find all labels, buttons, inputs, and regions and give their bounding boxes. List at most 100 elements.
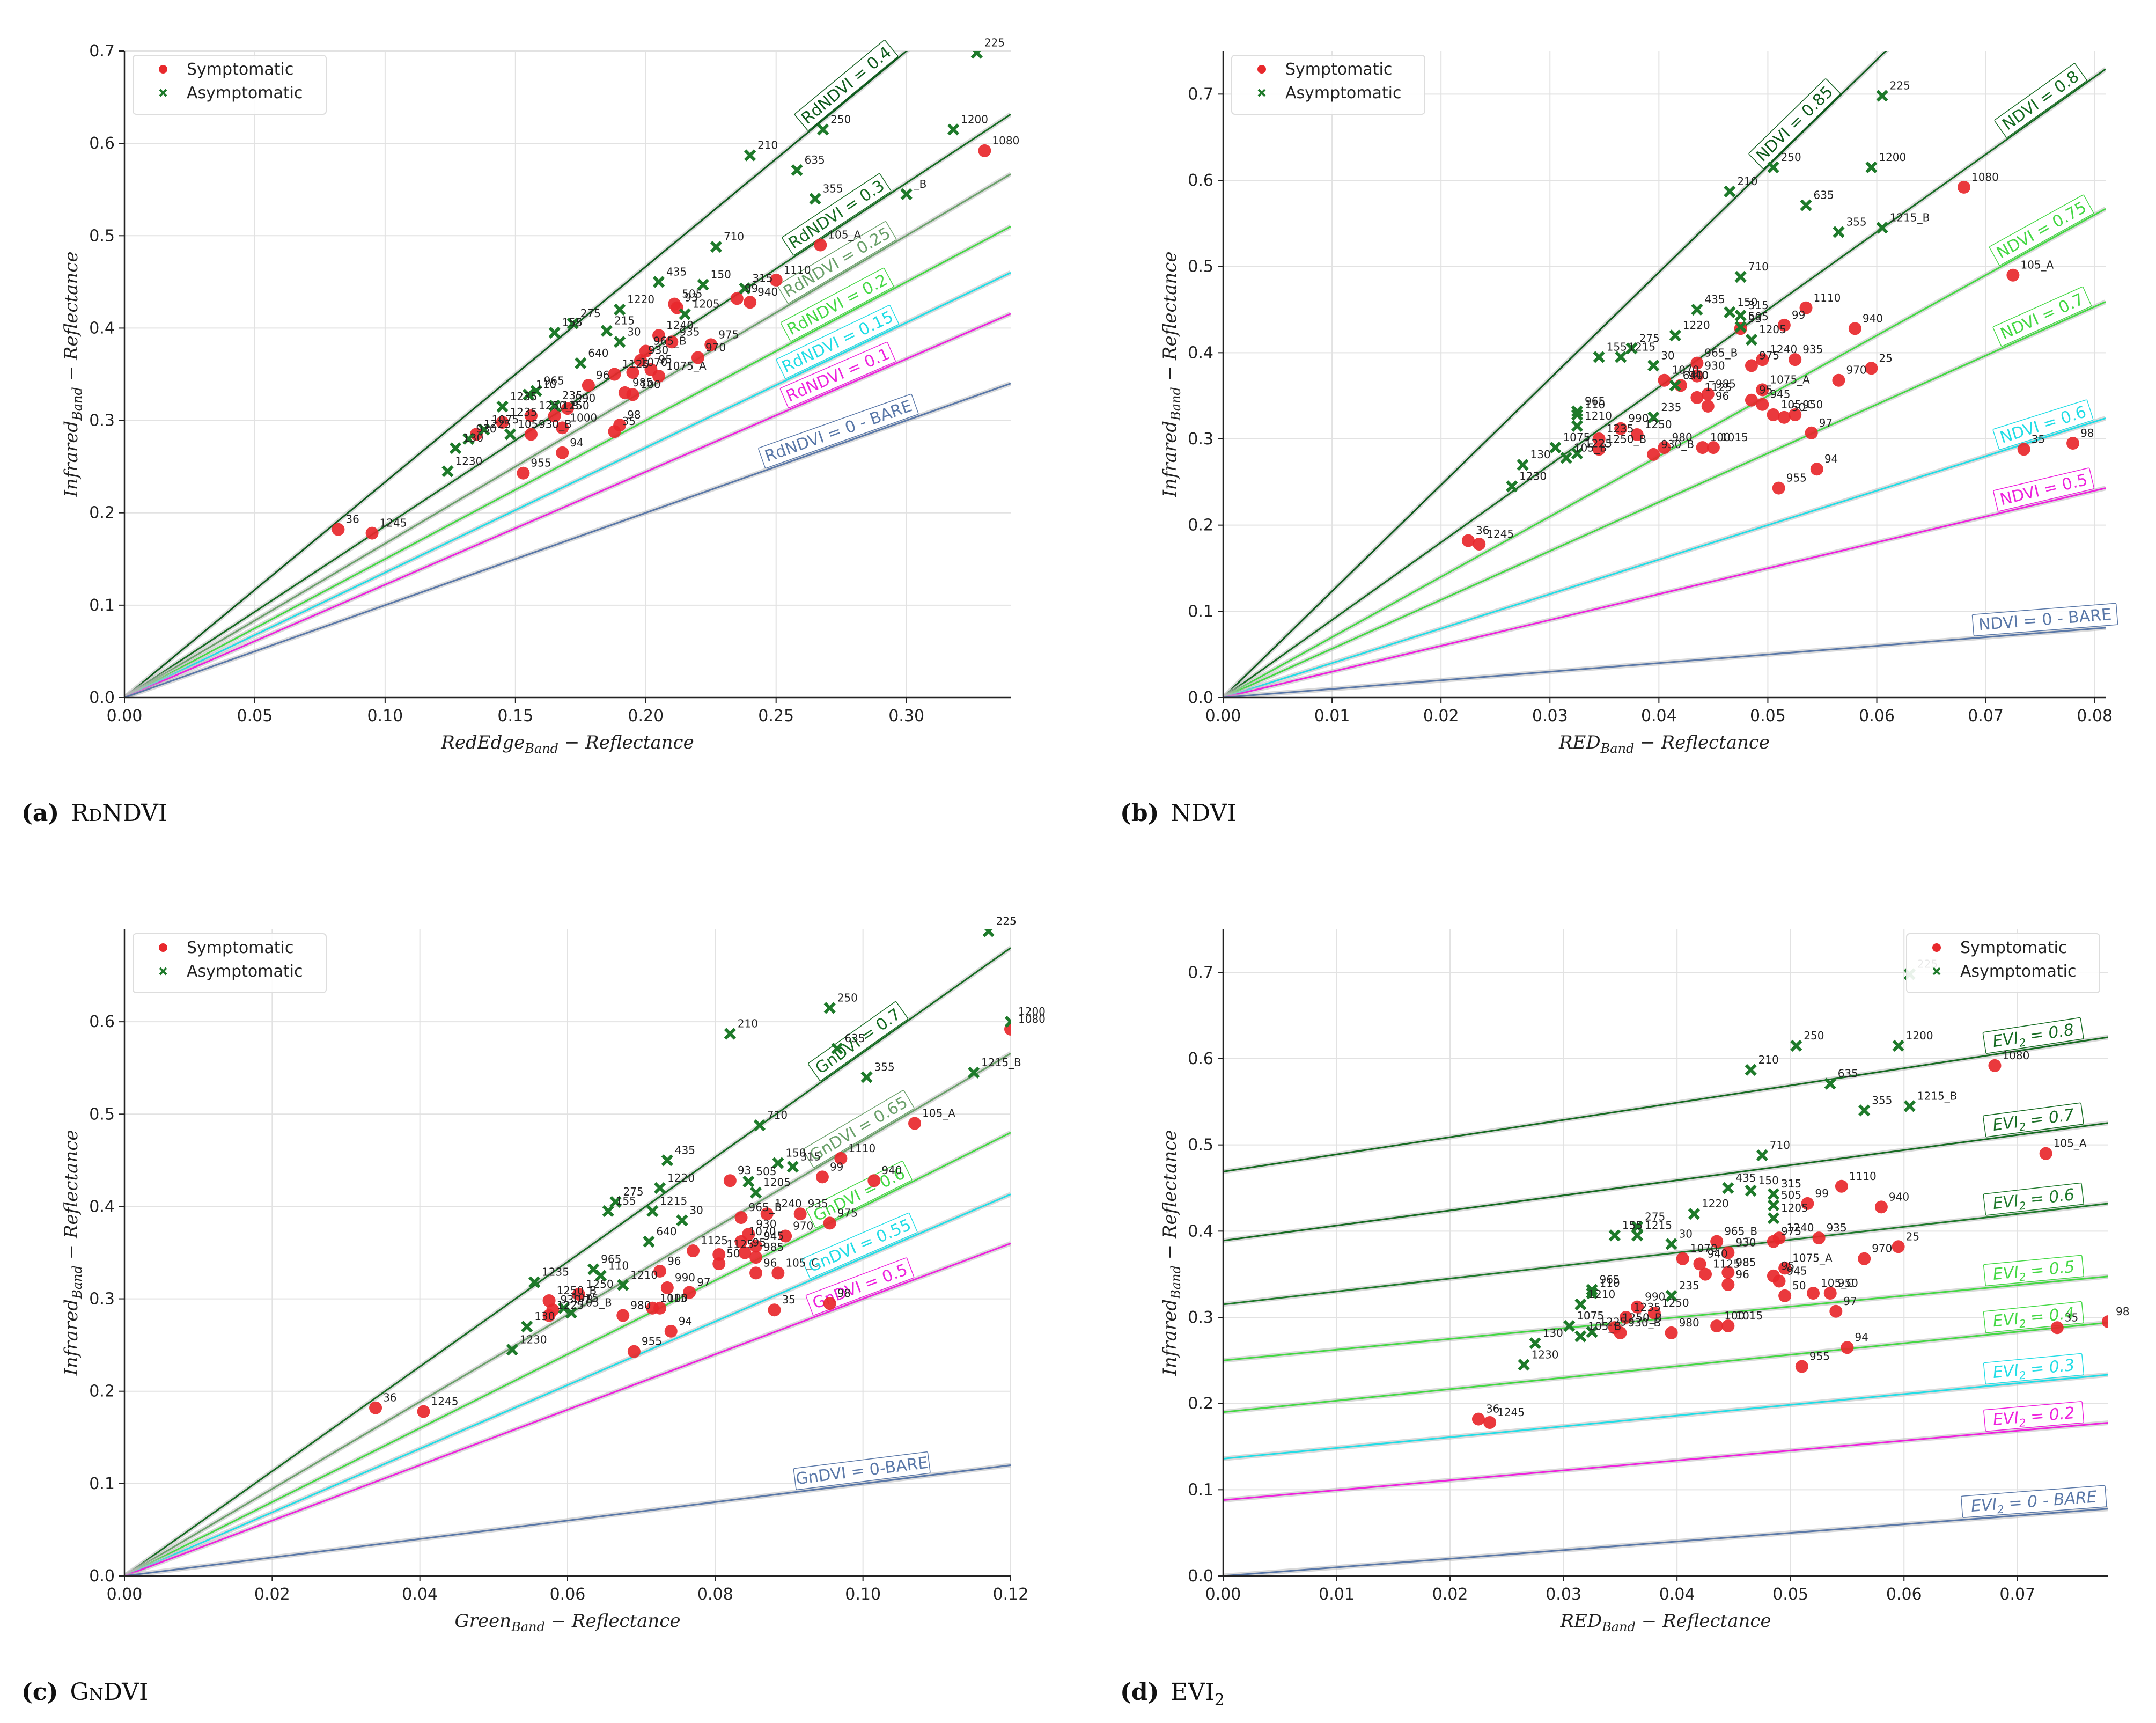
y-tick-label: 0.2 [1188, 1395, 1213, 1413]
x-tick-label: 0.01 [1319, 1585, 1355, 1604]
index-line-label-box [1992, 286, 2092, 347]
asymptomatic-point [1586, 1284, 1598, 1296]
symptomatic-point [1988, 1059, 2002, 1072]
point-label: 275 [623, 1185, 643, 1198]
point-label: 1220 [1683, 319, 1710, 332]
point-label: 955 [1786, 472, 1807, 485]
point-label: 36 [345, 513, 359, 526]
symptomatic-point [712, 1248, 726, 1261]
point-label: 1015 [1735, 1309, 1763, 1322]
index-line-label-text: EVI2 = 0.5 [1992, 1258, 2076, 1286]
point-label: 990 [575, 392, 595, 405]
index-line-label-text: NDVI = 0.8 [1999, 67, 2083, 134]
point-label: 1125 [1704, 381, 1732, 394]
point-label: 36 [383, 1391, 396, 1404]
point-label: 215 [614, 314, 635, 327]
asymptomatic-point [1647, 360, 1660, 372]
asymptomatic-point [1722, 1182, 1734, 1194]
symptomatic-point [417, 1405, 430, 1418]
legend-symptomatic-marker [159, 65, 167, 74]
point-label: 1075 [492, 413, 519, 426]
asymptomatic-point [817, 123, 829, 136]
point-label: 110 [536, 378, 556, 391]
point-label: 930 [1704, 360, 1725, 372]
point-label: 940 [1889, 1190, 1909, 1203]
point-label: 1240 [666, 319, 694, 332]
y-axis-label: InfraredBand − Reflectance [61, 1130, 85, 1376]
point-label: 1210 [1588, 1288, 1615, 1301]
tick-labels: 0.00 0.01 0.02 0.03 0.04 0.05 0.06 0.07 0.0 0.1 0.… [1188, 963, 2035, 1604]
symptomatic-point [1721, 1246, 1735, 1259]
point-label: 96 [1716, 390, 1729, 402]
point-label: 935 [679, 325, 700, 338]
symptomatic-point [1706, 441, 1720, 454]
point-label: 250 [1804, 1029, 1824, 1042]
asymptomatic-point [602, 1205, 614, 1218]
asymptomatic-point [1004, 1016, 1011, 1028]
index-line-0 [124, 51, 908, 698]
point-label: 99 [830, 1160, 843, 1173]
index-line-label-5: EVI2 = 0.3 [1983, 1353, 2085, 1385]
legend-label: Symptomatic [187, 60, 293, 79]
point-label: 98 [2116, 1305, 2129, 1318]
index-line-label-box [794, 40, 899, 131]
asymptomatic-point [1665, 1289, 1677, 1302]
y-tick-label: 0.6 [89, 1013, 115, 1031]
point-label: 50 [1792, 1279, 1806, 1292]
symptomatic-point [369, 1401, 382, 1414]
symptomatic-point [572, 1287, 585, 1301]
point-label: 1235 [542, 1266, 569, 1279]
symptomatic-point [2050, 1321, 2064, 1335]
tick-labels: 0.00 0.02 0.04 0.06 0.08 0.10 0.12 0.0 0.1 0.2 0.3… [89, 1013, 1028, 1604]
asymptomatic-point [1593, 351, 1605, 363]
legend-asymptomatic-marker [1257, 89, 1266, 97]
index-line-label-box [776, 305, 899, 379]
symptomatic-point [1829, 1304, 1843, 1318]
symptomatic-point [1721, 1319, 1735, 1333]
asymptomatic-point [1691, 303, 1703, 316]
symptomatic-point [749, 1266, 763, 1280]
symptomatic-point [815, 1170, 829, 1184]
symptomatic-point [608, 425, 621, 438]
symptomatic-point [1756, 383, 1769, 397]
asymptomatic-point [860, 1071, 873, 1083]
point-label: 930_B [539, 417, 572, 430]
asymptomatic-point [1800, 199, 1812, 211]
point-label: 93 [738, 1164, 751, 1177]
point-label: 940 [1707, 1247, 1727, 1260]
asymptomatic-point [1631, 1229, 1644, 1242]
symptomatic-point [749, 1240, 763, 1253]
point-label: 95 [1759, 384, 1772, 397]
asymptomatic-point [609, 1196, 622, 1208]
symptomatic-point [542, 1309, 556, 1322]
point-label: 97 [1843, 1295, 1857, 1308]
y-tick-label: 0.7 [1188, 963, 1213, 982]
point-label: 1075 [1563, 431, 1590, 444]
legend-symptomatic-marker [1257, 65, 1266, 74]
point-label: 1205 [763, 1176, 791, 1189]
point-label: 150 [1758, 1174, 1779, 1187]
point-label: 930_B [1661, 438, 1694, 451]
x-tick-label: 0.08 [697, 1585, 733, 1604]
index-line-6 [124, 383, 1011, 698]
index-line-label-box [1994, 63, 2087, 138]
index-line-5 [124, 313, 1011, 698]
asymptomatic-point [1506, 480, 1518, 493]
index-line-4 [124, 272, 1011, 698]
asymptomatic-point [1571, 448, 1584, 460]
symptomatic-point [664, 1324, 678, 1338]
y-tick-label: 0.4 [89, 1197, 115, 1216]
symptomatic-point [2066, 437, 2080, 450]
symptomatic-point [1647, 448, 1660, 461]
legend: Symptomatic Asymptomatic [1231, 55, 1425, 115]
asymptomatic-point [566, 317, 579, 329]
point-label: 935 [1802, 343, 1823, 356]
asymptomatic-point [496, 400, 509, 413]
point-label: 640 [1683, 369, 1703, 382]
point-label: 30 [627, 325, 641, 338]
asymptomatic-point [1571, 405, 1584, 417]
index-line-5 [1223, 1374, 2108, 1460]
point-label: 955 [531, 457, 551, 470]
y-tick-label: 0.5 [89, 1105, 115, 1124]
point-label: 36 [1476, 524, 1489, 537]
